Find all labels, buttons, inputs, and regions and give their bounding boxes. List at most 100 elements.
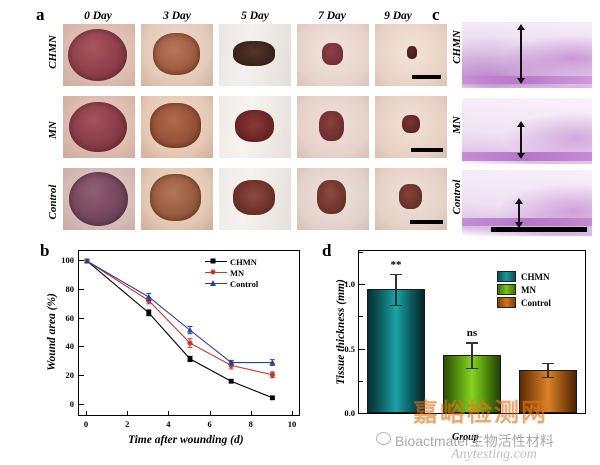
x-tick — [86, 411, 87, 416]
y-tick-label: 0 — [69, 399, 74, 409]
panel-a-row-label-mn: MN — [47, 121, 59, 139]
scale-bar-chmn — [412, 75, 442, 79]
panel-a-column-header-0: 0 Day — [84, 10, 112, 22]
legend-item-control: Control — [205, 278, 258, 289]
y-minor-tick — [359, 380, 363, 382]
panel-d-x-axis-title: Group — [452, 432, 479, 443]
watermark-anytesting: Anytesting.com — [451, 447, 537, 462]
legend-item-bar-control: Control — [497, 296, 551, 309]
legend-item-bar-chmn: CHMN — [497, 270, 551, 283]
y-tick-label: 40 — [65, 341, 75, 352]
panel-d-y-axis-title: Tissue thickness (mm) — [335, 279, 347, 385]
y-tick-label: 0.5 — [344, 343, 355, 354]
x-tick — [209, 411, 211, 416]
wound-photo-mn-day7 — [297, 96, 369, 158]
wound-photo-mn-day0 — [63, 96, 135, 158]
error-bar-cap — [390, 273, 402, 276]
legend-item-mn: MN — [205, 267, 258, 278]
legend-label-mn: MN — [230, 267, 245, 278]
wound-photo-mn-day5 — [219, 96, 291, 158]
x-tick-label: 8 — [248, 419, 253, 429]
x-tick-label: 4 — [166, 419, 171, 429]
panel-b-x-axis-title: Time after wounding (d) — [128, 434, 244, 446]
error-bar — [547, 362, 549, 377]
y-tick — [79, 346, 84, 348]
panel-letter-b: b — [40, 241, 50, 260]
wound-photo-chmn-day7 — [297, 24, 369, 86]
panel-a-row-label-chmn: CHMN — [47, 35, 59, 69]
x-tick — [127, 411, 129, 416]
watermark-bioactmater-face — [376, 432, 391, 445]
histology-image-control — [462, 170, 592, 236]
legend-item-bar-mn: MN — [497, 283, 551, 296]
y-tick — [79, 317, 84, 319]
legend-swatch-chmn — [497, 271, 516, 282]
y-tick — [79, 260, 84, 261]
panel-a-column-header-3: 7 Day — [318, 10, 346, 22]
error-bar-cap — [466, 342, 478, 344]
wound-photo-mn-day9 — [375, 96, 447, 158]
wound-photo-control-day7 — [297, 168, 369, 230]
y-minor-tick — [359, 316, 363, 318]
y-tick — [359, 413, 365, 415]
y-tick-label: 100 — [61, 255, 74, 265]
y-tick-label: 20 — [65, 370, 75, 381]
legend-swatch-mn — [497, 284, 516, 295]
x-tick-label: 10 — [287, 419, 297, 429]
scale-bar-mn — [411, 148, 443, 152]
histology-image-mn — [462, 98, 592, 164]
x-tick — [292, 411, 293, 416]
y-tick — [79, 375, 84, 377]
panel-b-y-axis-title: Wound area (%) — [46, 293, 58, 371]
error-bar-cap — [542, 376, 554, 379]
line-chart-legend: CHMN MN Control — [205, 256, 258, 289]
panel-a-column-header-4: 9 Day — [384, 10, 412, 22]
y-tick — [359, 348, 365, 350]
y-tick-label: 60 — [65, 312, 75, 323]
panel-letter-d: d — [322, 241, 332, 260]
panel-letter-a: a — [36, 5, 45, 24]
x-tick — [168, 411, 170, 416]
y-minor-tick — [359, 252, 363, 253]
x-tick-label: 2 — [125, 419, 130, 429]
bar-chmn — [367, 289, 425, 413]
x-tick — [250, 411, 252, 416]
y-tick-label: 0.0 — [344, 408, 355, 418]
error-bar-cap — [466, 367, 478, 370]
panel-a-column-header-2: 5 Day — [241, 10, 269, 22]
y-tick-label: 80 — [65, 283, 75, 294]
wound-photo-chmn-day3 — [141, 24, 213, 86]
error-bar-cap — [390, 304, 402, 307]
panel-letter-c: c — [432, 5, 440, 24]
wound-photo-chmn-day0 — [63, 24, 135, 86]
legend-item-chmn: CHMN — [205, 256, 258, 267]
legend-marker-square — [210, 258, 216, 264]
error-bar — [471, 342, 473, 368]
wound-photo-control-day9 — [375, 168, 447, 230]
bar-chart-legend: CHMN MN Control — [497, 270, 551, 309]
legend-marker-circle — [210, 269, 216, 275]
y-tick — [359, 284, 365, 286]
x-tick-label: 0 — [83, 419, 89, 429]
error-bar — [395, 273, 397, 305]
wound-photo-control-day5 — [219, 168, 291, 230]
wound-photo-control-day3 — [141, 168, 213, 230]
significance-annotation: ** — [390, 258, 402, 271]
significance-annotation: ns — [466, 327, 478, 340]
wound-area-line-chart — [78, 250, 300, 416]
wound-photo-chmn-day9 — [375, 24, 447, 86]
wound-photo-mn-day3 — [141, 96, 213, 158]
bar-mn — [443, 355, 501, 413]
legend-label-bar-mn: MN — [521, 284, 536, 295]
legend-marker-triangle — [210, 280, 216, 287]
y-tick — [79, 404, 84, 405]
wound-photo-chmn-day5 — [219, 24, 291, 86]
panel-a-column-header-1: 3 Day — [163, 10, 191, 22]
scale-bar-control — [409, 220, 443, 224]
y-tick — [79, 288, 84, 290]
scale-bar-histology — [490, 227, 587, 232]
wound-photo-control-day0 — [63, 168, 135, 230]
histology-image-chmn — [462, 22, 592, 88]
legend-label-control: Control — [230, 278, 259, 289]
